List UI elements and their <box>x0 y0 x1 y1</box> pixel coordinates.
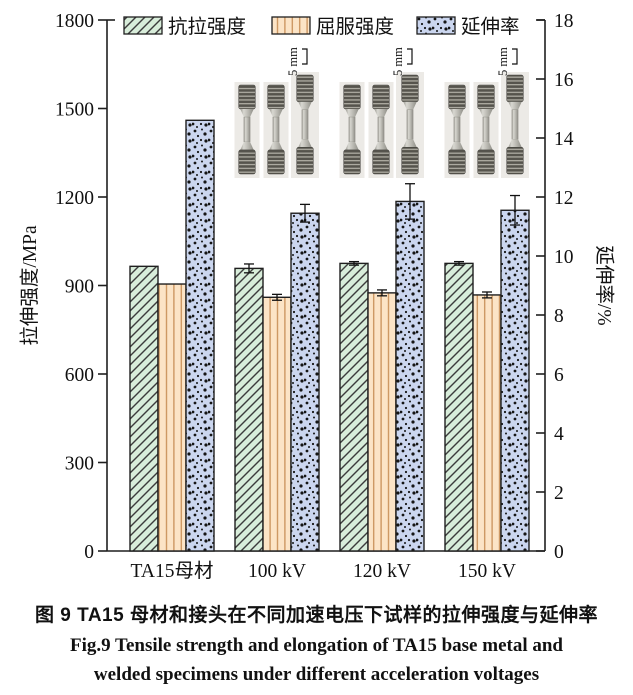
bars <box>129 119 530 552</box>
bar-series2-cat3 <box>500 209 530 552</box>
legend: 抗拉强度 屈服强度 延伸率 <box>123 16 520 38</box>
left-axis-tick-label: 900 <box>65 276 94 297</box>
legend-item: 延伸率 <box>416 16 520 38</box>
right-axis-tick-label: 14 <box>554 129 574 150</box>
scale-annotation: 5 mm <box>391 47 413 76</box>
specimen-photo-group: 5 mm <box>339 47 424 178</box>
right-axis-tick-label: 4 <box>554 424 564 445</box>
legend-swatch-icon <box>123 16 163 35</box>
right-axis-tick-label: 18 <box>554 11 574 32</box>
bar-chart: 5 mm 5 mm 5 mm 0 300 600 900 1200 1500 1800 0 2 4 6 8 1… <box>19 11 615 582</box>
legend-label: 延伸率 <box>461 16 520 38</box>
caption-chinese: 图 9 TA15 母材和接头在不同加速电压下试样的拉伸强度与延伸率 <box>35 605 598 626</box>
legend-swatch-icon <box>416 16 456 35</box>
error-bar <box>244 263 254 274</box>
scale-bracket-icon <box>512 48 518 65</box>
bar-series2-cat1 <box>290 212 320 552</box>
x-tick-label: TA15母材 <box>131 560 214 582</box>
left-axis-tick-label: 1200 <box>55 188 94 209</box>
bar-series0-cat2 <box>339 262 369 552</box>
bar-series0-cat1 <box>234 267 264 552</box>
scale-annotation: 5 mm <box>286 47 308 76</box>
legend-swatch-icon <box>271 16 311 35</box>
right-axis-title: 延伸率/% <box>593 245 615 325</box>
left-axis-tick-label: 600 <box>65 365 94 386</box>
specimen-photo <box>291 72 319 178</box>
legend-label: 屈服强度 <box>316 16 394 38</box>
error-bar <box>482 291 492 299</box>
legend-item: 屈服强度 <box>271 16 394 38</box>
x-tick-label: 100 kV <box>248 561 306 582</box>
left-axis-tick-label: 1800 <box>55 11 94 32</box>
right-axis-tick-label: 8 <box>554 306 564 327</box>
specimen-photo <box>501 72 529 178</box>
right-axis-tick-label: 0 <box>554 542 564 563</box>
bar-series1-cat1 <box>262 296 292 552</box>
scale-bracket-icon <box>302 48 308 65</box>
specimen-photo-group: 5 mm <box>444 47 529 178</box>
specimen-photo <box>263 82 289 178</box>
specimen-photo <box>444 82 470 178</box>
error-bar <box>405 183 415 220</box>
right-axis-tick-label: 6 <box>554 365 564 386</box>
error-bar <box>300 203 310 223</box>
scale-label: 5 mm <box>391 47 405 76</box>
specimen-photo <box>234 82 260 178</box>
caption-english-line1: Fig.9 Tensile strength and elongation of… <box>69 635 563 656</box>
left-axis-tick-label: 1500 <box>55 99 94 120</box>
inset-photos: 5 mm 5 mm 5 mm <box>234 47 529 178</box>
scale-annotation: 5 mm <box>496 47 518 76</box>
scale-label: 5 mm <box>286 47 300 76</box>
bar-series1-cat3 <box>472 294 502 552</box>
error-bar <box>377 289 387 297</box>
x-tick-label: 150 kV <box>458 561 516 582</box>
bar-series0-cat0 <box>129 265 159 552</box>
right-axis-tick-label: 16 <box>554 70 574 91</box>
scale-label: 5 mm <box>496 47 510 76</box>
specimen-photo <box>368 82 394 178</box>
bar-series0-cat3 <box>444 262 474 552</box>
error-bar <box>349 260 359 266</box>
x-tick-label: 120 kV <box>353 561 411 582</box>
caption-english-line2: welded specimens under different acceler… <box>93 664 540 685</box>
right-axis-tick-label: 10 <box>554 247 574 268</box>
right-axis-tick-label: 12 <box>554 188 574 209</box>
right-axis-tick-label: 2 <box>554 483 564 504</box>
left-axis-tick-label: 0 <box>84 542 94 563</box>
specimen-photo <box>473 82 499 178</box>
specimen-photo <box>339 82 365 178</box>
left-axis-tick-label: 300 <box>65 453 94 474</box>
error-bar <box>272 293 282 301</box>
scale-bracket-icon <box>407 48 413 65</box>
bar-series2-cat0 <box>185 119 215 552</box>
error-bar <box>454 260 464 266</box>
legend-item: 抗拉强度 <box>123 16 246 38</box>
specimen-photo <box>396 72 424 178</box>
specimen-photo-group: 5 mm <box>234 47 319 178</box>
bar-series1-cat2 <box>367 292 397 552</box>
error-bar <box>510 194 520 226</box>
bar-series2-cat2 <box>395 200 425 552</box>
legend-label: 抗拉强度 <box>168 16 246 38</box>
figure-caption: 图 9 TA15 母材和接头在不同加速电压下试样的拉伸强度与延伸率 Fig.9 … <box>0 601 633 689</box>
left-axis-title: 拉伸强度/MPa <box>19 225 41 346</box>
bar-series1-cat0 <box>157 283 187 552</box>
